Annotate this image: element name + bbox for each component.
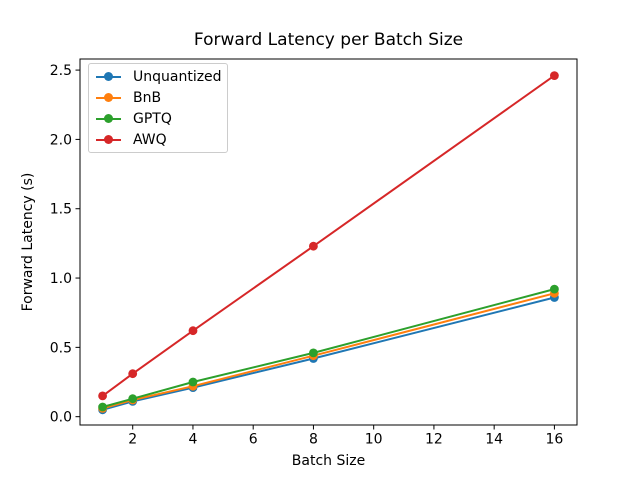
x-tick-label: 2 (128, 432, 137, 448)
legend-item-unquantized: Unquantized (89, 66, 227, 87)
legend-line-marker-icon (96, 93, 121, 102)
x-tick-label: 16 (545, 432, 563, 448)
y-tick-label: 2.0 (50, 132, 72, 148)
legend-line-marker-icon (96, 114, 121, 123)
data-point-gptq-x2 (128, 394, 138, 404)
legend-label: BnB (133, 89, 162, 106)
data-point-awq-x1 (98, 391, 107, 401)
legend-line-marker-icon (96, 72, 121, 81)
x-tick-label: 10 (365, 432, 383, 448)
axes-frame (79, 58, 578, 426)
x-tick-label: 12 (425, 432, 443, 448)
data-point-awq-x8 (309, 241, 318, 251)
data-point-gptq-x16 (550, 284, 559, 294)
x-tick-label: 8 (309, 432, 318, 448)
y-axis-label: Forward Latency (s) (20, 172, 36, 312)
data-point-awq-x4 (188, 326, 198, 336)
y-tick-label: 1.5 (50, 202, 72, 218)
x-tick-label: 14 (485, 432, 503, 448)
y-tick-label: 0.0 (50, 410, 72, 426)
data-point-awq-x16 (550, 71, 559, 80)
legend: Unquantized BnB GPTQ AWQ (88, 63, 228, 153)
y-tick-label: 0.5 (50, 340, 72, 356)
chart-title: Forward Latency per Batch Size (193, 30, 464, 50)
y-tick-label: 2.5 (50, 63, 72, 79)
data-point-awq-x2 (128, 369, 138, 379)
data-point-gptq-x8 (309, 348, 318, 358)
x-axis-label: Batch Size (291, 453, 366, 469)
x-tick-label: 6 (249, 432, 258, 448)
legend-label: Unquantized (133, 68, 222, 85)
y-tick-label: 1.0 (50, 271, 72, 287)
legend-label: AWQ (133, 131, 167, 148)
data-point-gptq-x1 (98, 402, 107, 412)
x-tick-label: 4 (188, 432, 197, 448)
data-point-gptq-x4 (188, 377, 198, 387)
legend-line-marker-icon (96, 135, 121, 144)
legend-label: GPTQ (133, 110, 172, 127)
series-line-bnb (101, 292, 556, 410)
legend-item-gptq: GPTQ (89, 108, 227, 129)
legend-item-awq: AWQ (89, 129, 227, 150)
legend-item-bnb: BnB (89, 87, 227, 108)
series-line-unquantized (101, 296, 556, 411)
